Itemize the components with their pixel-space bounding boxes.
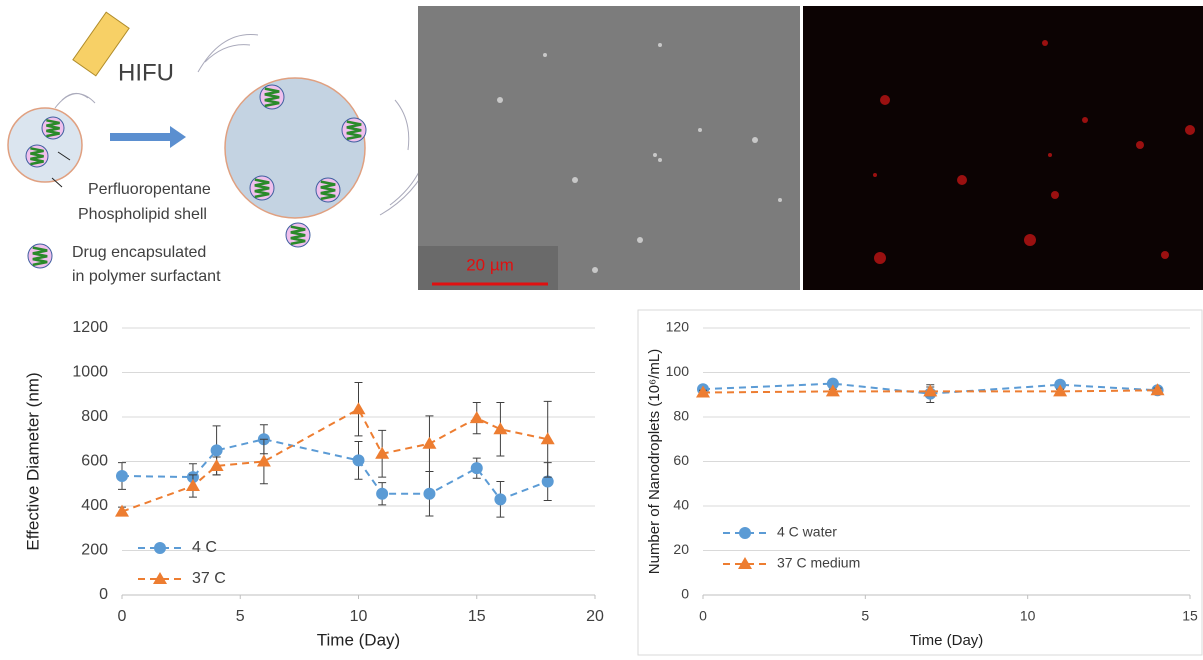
drug-helix	[290, 225, 306, 246]
legend-marker	[153, 572, 167, 584]
marker	[493, 422, 508, 435]
y-tick-label: 60	[673, 452, 689, 468]
marker	[209, 458, 224, 471]
y-tick-label: 600	[81, 453, 108, 470]
y-axis-label: Number of Nanodroplets (10⁶/mL)	[646, 349, 663, 574]
scale-label: 20 µm	[466, 255, 514, 274]
y-tick-label: 100	[666, 363, 690, 379]
marker	[256, 454, 271, 467]
y-tick-label: 0	[99, 586, 108, 603]
y-tick-label: 80	[673, 408, 689, 424]
marker	[422, 436, 437, 449]
x-tick-label: 0	[699, 608, 707, 624]
x-tick-label: 10	[1020, 608, 1036, 624]
marker	[116, 469, 128, 482]
chart-border	[637, 309, 1203, 656]
shell-label: Phospholipid shell	[78, 206, 207, 223]
x-tick-label: 15	[468, 608, 486, 625]
transducer	[72, 11, 130, 77]
marker	[696, 385, 710, 398]
legend-label: 37 C medium	[777, 555, 860, 571]
drug-icons	[25, 84, 367, 269]
y-tick-label: 1200	[72, 319, 108, 336]
y-tick-label: 0	[681, 586, 689, 602]
marker	[375, 446, 390, 459]
small-droplet	[7, 107, 83, 183]
drug-helix	[346, 120, 362, 141]
marker	[1150, 383, 1165, 396]
legend-marker	[739, 527, 751, 539]
drug-helix	[320, 180, 336, 201]
wave	[54, 93, 96, 109]
diagram: HIFU Perfluoropentane Phospholipid shell…	[7, 11, 431, 285]
y-tick-label: 40	[673, 497, 689, 513]
x-axis-label: Time (Day)	[910, 632, 984, 649]
drug-helix	[264, 87, 280, 108]
marker	[469, 411, 484, 424]
legend-label: 4 C	[192, 539, 217, 556]
x-axis-label: Time (Day)	[317, 630, 400, 649]
legend-label: 4 C water	[777, 524, 837, 540]
x-tick-label: 20	[586, 608, 604, 625]
series-line	[702, 382, 1158, 395]
marker	[185, 478, 200, 491]
drug-helix	[254, 178, 270, 199]
drug-helix	[30, 147, 44, 166]
y-tick-label: 800	[81, 408, 108, 425]
series-line	[121, 407, 548, 513]
marker	[826, 377, 839, 390]
hifu-label: HIFU	[118, 59, 174, 86]
big-droplet	[224, 77, 366, 219]
marker	[923, 384, 938, 397]
marker	[376, 487, 389, 500]
legend-marker	[154, 542, 166, 554]
x-tick-label: 15	[1182, 608, 1198, 624]
drug-label: in polymer surfactant	[72, 268, 221, 285]
pointer	[51, 151, 71, 188]
marker	[470, 462, 483, 475]
marker	[1053, 384, 1068, 397]
core-label: Perfluoropentane	[88, 181, 211, 198]
legend-label: 37 C	[192, 570, 226, 587]
y-tick-label: 200	[81, 542, 108, 559]
particles	[497, 43, 782, 273]
marker	[352, 454, 365, 467]
marker	[115, 504, 129, 517]
y-axis-label: Effective Diameter (nm)	[23, 372, 42, 550]
wave	[197, 33, 431, 216]
brightfield-image	[418, 6, 800, 290]
marker	[541, 475, 554, 488]
drug-helix	[46, 119, 60, 138]
marker	[351, 402, 366, 415]
y-tick-label: 1000	[72, 364, 108, 381]
fluorescence-image	[803, 6, 1203, 290]
marker	[494, 493, 507, 506]
x-tick-label: 5	[236, 608, 245, 625]
y-tick-label: 20	[673, 541, 689, 557]
x-tick-label: 0	[118, 608, 127, 625]
legend-marker	[738, 557, 752, 569]
arrow-head	[170, 126, 186, 148]
series-line	[702, 389, 1158, 394]
y-tick-label: 400	[81, 497, 108, 514]
drug-helix	[32, 246, 48, 267]
x-tick-label: 10	[350, 608, 368, 625]
marker	[540, 432, 555, 445]
marker	[423, 487, 436, 500]
series-line	[121, 438, 549, 501]
marker	[825, 384, 840, 397]
drug-label: Drug encapsulated	[72, 244, 206, 261]
fluorescent-spots	[873, 40, 1195, 264]
x-tick-label: 5	[861, 608, 869, 624]
y-tick-label: 120	[666, 319, 690, 335]
marker	[210, 444, 223, 457]
